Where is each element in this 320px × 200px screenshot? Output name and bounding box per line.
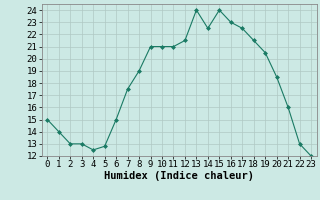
X-axis label: Humidex (Indice chaleur): Humidex (Indice chaleur) bbox=[104, 171, 254, 181]
